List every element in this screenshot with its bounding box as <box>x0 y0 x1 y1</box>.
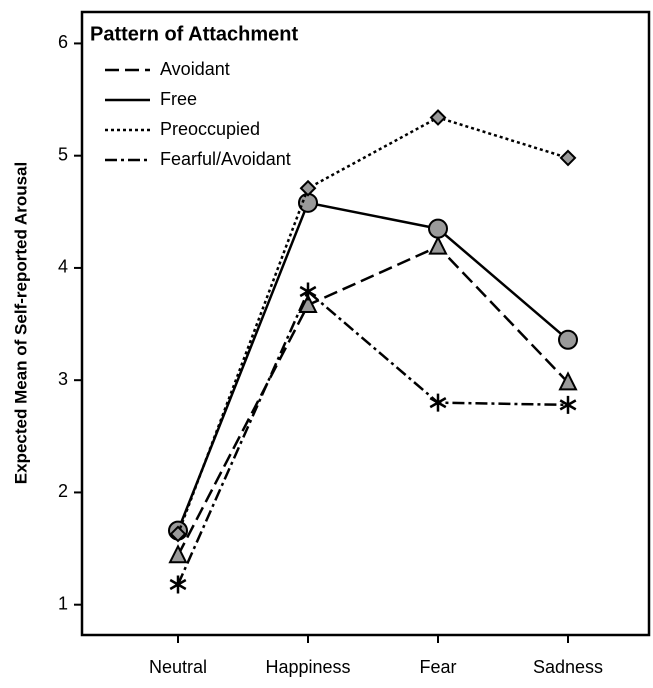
legend-label: Preoccupied <box>160 119 260 139</box>
series-line <box>176 289 569 585</box>
legend-title: Pattern of Attachment <box>90 23 299 45</box>
plot-frame <box>80 10 651 637</box>
y-tick-label: 1 <box>58 593 68 613</box>
series-line <box>176 201 569 532</box>
marker <box>298 293 318 313</box>
y-tick-label: 4 <box>58 257 68 277</box>
y-tick-label: 3 <box>58 369 68 389</box>
y-tick-label: 2 <box>58 481 68 501</box>
y-tick-label: 5 <box>58 144 68 164</box>
y-axis-label: Expected Mean of Self-reported Arousal <box>11 162 30 484</box>
marker <box>558 329 578 350</box>
legend-label: Free <box>160 89 197 109</box>
marker <box>428 218 448 239</box>
marker <box>169 575 187 594</box>
marker <box>558 371 578 391</box>
series-line <box>176 245 569 556</box>
legend-label: Fearful/Avoidant <box>160 149 291 169</box>
x-tick-label: Fear <box>419 657 456 677</box>
marker <box>429 109 447 126</box>
x-tick-label: Happiness <box>265 657 350 677</box>
marker <box>299 282 317 301</box>
y-tick-label: 6 <box>58 32 68 52</box>
marker <box>168 544 188 564</box>
marker <box>559 395 577 414</box>
x-tick-label: Neutral <box>149 657 207 677</box>
marker <box>428 235 448 255</box>
series-line <box>176 116 569 535</box>
marker <box>299 179 317 197</box>
marker <box>559 149 577 167</box>
x-tick-label: Sadness <box>533 657 603 677</box>
legend-label: Avoidant <box>160 59 230 79</box>
marker <box>429 393 447 412</box>
marker <box>169 525 187 543</box>
